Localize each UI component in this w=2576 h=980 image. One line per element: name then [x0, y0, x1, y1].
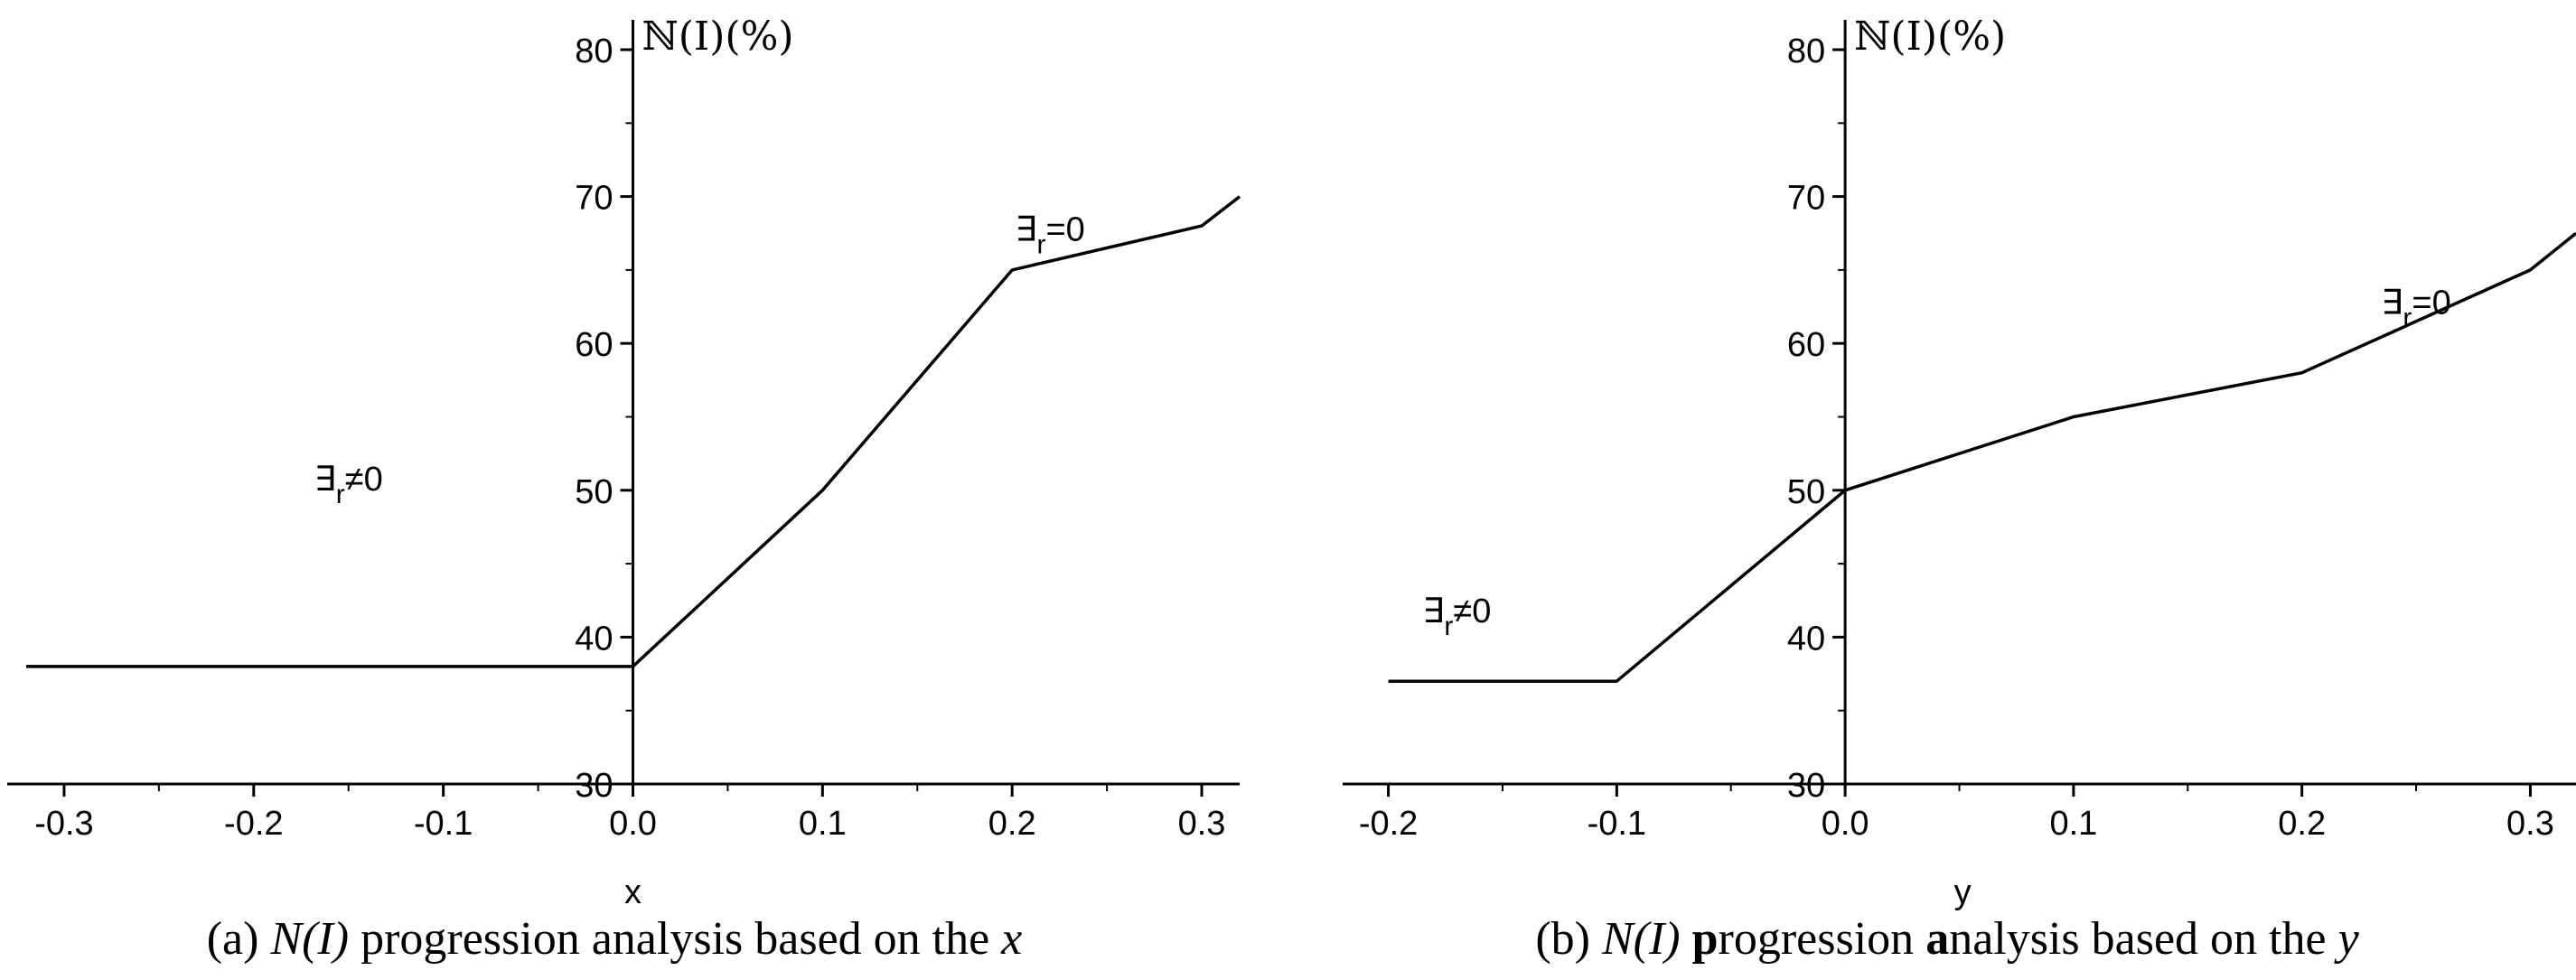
y-tick-label: 60	[1787, 326, 1825, 364]
x-tick-label: 0.0	[1822, 805, 1869, 843]
annotation-prefix: ∃	[1422, 593, 1444, 630]
y-tick-label: 50	[575, 473, 613, 511]
annotation-label: ∃r≠0	[1422, 593, 1491, 641]
annotation-suffix: =0	[2412, 285, 2450, 322]
x-axis-label: x	[624, 873, 642, 911]
y-tick-label: 40	[1787, 620, 1825, 658]
x-tick-label: -0.1	[414, 805, 473, 843]
x-tick-label: -0.3	[34, 805, 93, 843]
caption-a-italic: N(I)	[270, 913, 350, 965]
x-tick-label: 0.2	[2278, 805, 2326, 843]
caption-b: (b) N(I) progression analysis based on t…	[1535, 912, 2358, 966]
annotation-label: ∃r=0	[2381, 285, 2450, 333]
annotation-prefix: ∃	[2381, 285, 2403, 322]
caption-a-rest: progression analysis based on the	[349, 913, 1002, 965]
y-tick-label: 80	[575, 33, 613, 70]
y-tick-label: 50	[1787, 473, 1825, 511]
annotation-sub: r	[336, 480, 345, 509]
x-axis-label: y	[1954, 873, 1972, 911]
x-tick-label: 0.0	[609, 805, 657, 843]
annotation-sub: r	[1036, 229, 1045, 259]
caption-b-mid2: nalysis based on the	[1949, 913, 2338, 965]
x-tick-label: 0.2	[988, 805, 1036, 843]
y-axis-label: ℕ(I)(%)	[1854, 14, 2006, 60]
caption-b-space	[1681, 913, 1692, 965]
caption-b-italic: N(I)	[1601, 913, 1681, 965]
caption-a-var: x	[1001, 913, 1023, 965]
annotation-label: ∃r≠0	[314, 461, 383, 509]
caption-a-prefix: (a)	[206, 913, 271, 965]
y-tick-label: 30	[1787, 767, 1825, 805]
caption-b-prefix: (b)	[1535, 913, 1602, 965]
x-tick-label: -0.2	[1359, 805, 1418, 843]
x-tick-label: 0.3	[1178, 805, 1226, 843]
caption-b-var: y	[2337, 913, 2359, 965]
annotation-prefix: ∃	[1015, 210, 1036, 248]
x-tick-label: 0.1	[2049, 805, 2097, 843]
caption-b-mid1: rogression	[1718, 913, 1926, 965]
caption-a: (a) N(I) progression analysis based on t…	[207, 912, 1023, 966]
y-tick-label: 70	[575, 180, 613, 218]
data-line	[1388, 231, 2576, 683]
annotation-label: ∃r=0	[1015, 210, 1084, 259]
caption-b-bold2: a	[1925, 913, 1950, 965]
y-tick-label: 80	[1787, 33, 1825, 70]
x-tick-label: -0.1	[1588, 805, 1646, 843]
x-tick-label: 0.3	[2506, 805, 2554, 843]
y-tick-label: 60	[575, 326, 613, 364]
chart-a: -0.3 -0.2 -0.1 0.0 0.1 0.2 0.3 30 40 50 60 70 80 ℕ(I)…	[7, 14, 1241, 911]
chart-b: -0.2 -0.1 0.0 0.1 0.2 0.3 30 40 50 60 70 80 ℕ(I)(%) y…	[1343, 14, 2576, 911]
x-tick-label: 0.1	[799, 805, 847, 843]
annotation-sub: r	[1444, 611, 1453, 641]
y-tick-label: 30	[575, 767, 613, 805]
x-tick-label: -0.2	[224, 805, 283, 843]
y-axis-label: ℕ(I)(%)	[642, 14, 793, 60]
y-tick-label: 70	[1787, 180, 1825, 218]
y-tick-label: 40	[575, 620, 613, 658]
caption-b-bold1: p	[1691, 913, 1719, 965]
annotation-prefix: ∃	[314, 461, 336, 499]
annotation-suffix: ≠0	[345, 461, 383, 499]
data-line	[26, 195, 1241, 668]
annotation-sub: r	[2403, 303, 2412, 333]
annotation-suffix: =0	[1045, 210, 1084, 248]
annotation-suffix: ≠0	[1453, 593, 1491, 630]
